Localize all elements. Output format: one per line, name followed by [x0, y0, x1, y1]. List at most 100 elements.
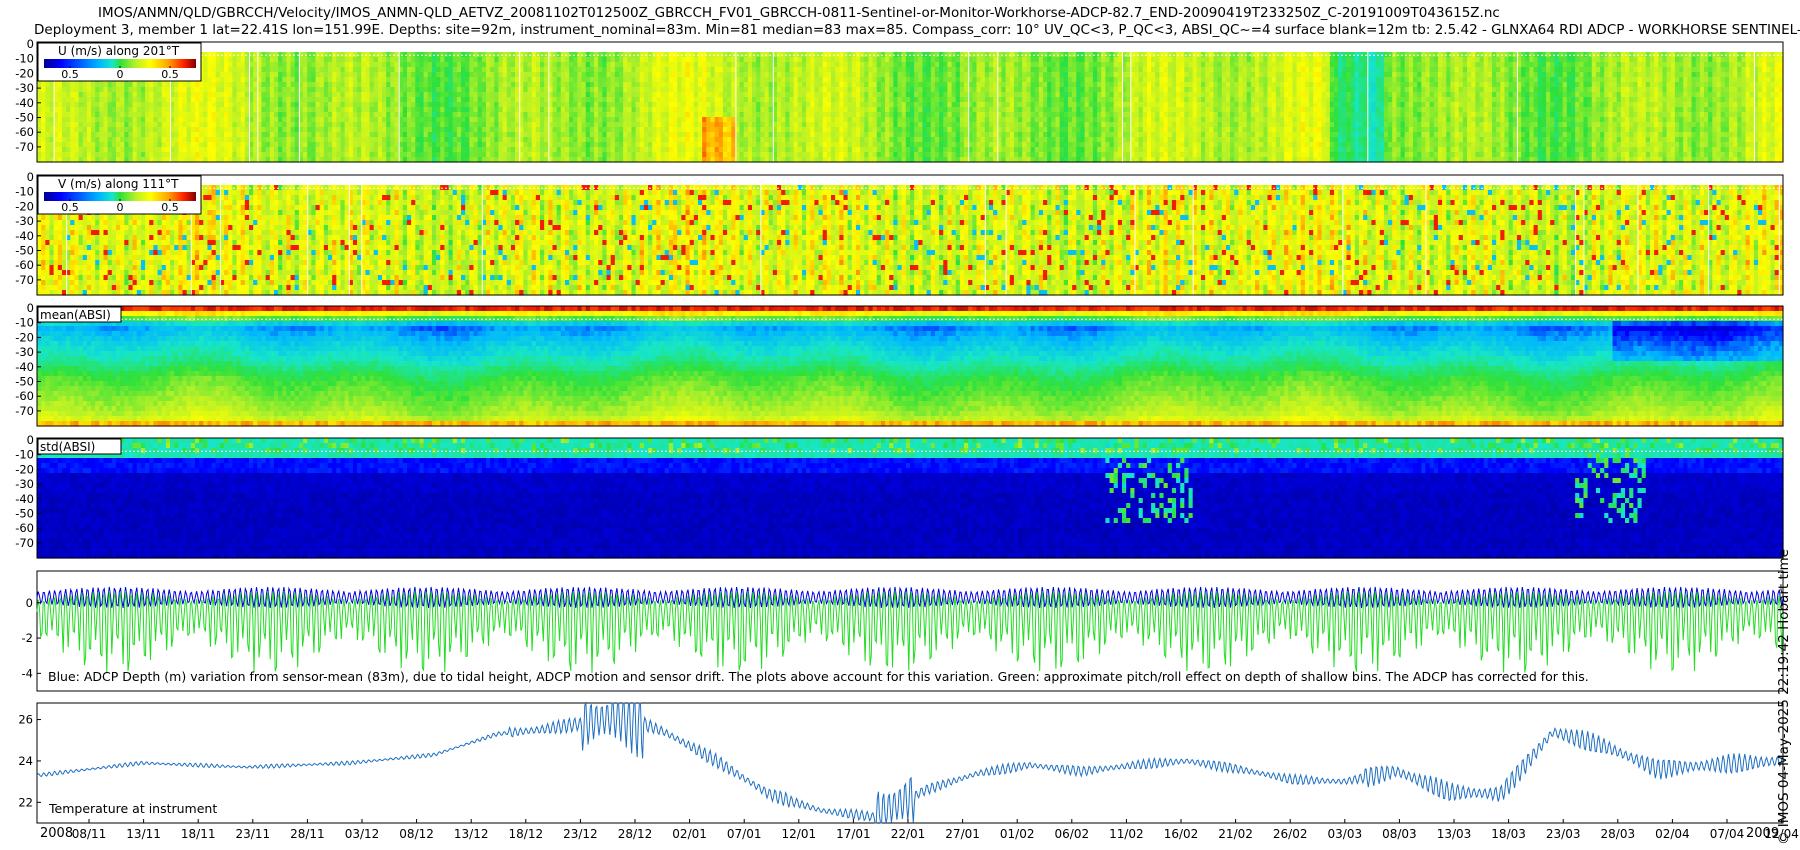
heat-cell: [569, 102, 574, 108]
heat-cell: [715, 147, 720, 153]
heat-cell: [395, 137, 400, 143]
heat-cell: [79, 107, 84, 113]
heat-cell: [769, 107, 774, 113]
heat-cell: [731, 107, 736, 113]
heat-cell: [528, 107, 533, 113]
heat-cell: [640, 112, 645, 118]
heat-cell: [332, 97, 337, 103]
heat-cell: [557, 67, 562, 73]
heat-cell: [365, 147, 370, 153]
heat-cell: [694, 137, 699, 143]
heat-cell: [370, 102, 375, 108]
heat-cell: [611, 152, 616, 158]
heat-cell: [295, 87, 300, 93]
heat-cell: [357, 62, 362, 68]
heat-cell: [540, 122, 545, 128]
heat-cell: [74, 127, 79, 133]
heat-cell: [261, 117, 266, 123]
heat-cell: [357, 72, 362, 78]
heat-cell: [444, 92, 449, 98]
heat-cell: [278, 142, 283, 148]
heat-cell: [415, 112, 420, 118]
heat-cell: [586, 87, 591, 93]
heat-cell: [453, 77, 458, 83]
heat-cell: [95, 82, 100, 88]
heat-cell: [740, 152, 745, 158]
heat-cell: [361, 152, 366, 158]
heat-cell: [619, 122, 624, 128]
heat-cell: [515, 57, 520, 63]
heat-cell: [569, 122, 574, 128]
heat-cell: [498, 97, 503, 103]
heat-cell: [677, 122, 682, 128]
heat-cell: [590, 87, 595, 93]
heat-cell: [744, 67, 749, 73]
heat-cell: [340, 117, 345, 123]
heat-cell: [187, 82, 192, 88]
heat-cell: [374, 122, 379, 128]
heat-cell: [95, 107, 100, 113]
heat-cell: [145, 102, 150, 108]
heat-cell: [498, 67, 503, 73]
heat-cell: [328, 82, 333, 88]
heat-cell: [719, 147, 724, 153]
heat-cell: [640, 142, 645, 148]
heat-cell: [116, 132, 121, 138]
heat-cell: [694, 92, 699, 98]
heat-cell: [45, 112, 50, 118]
heat-cell: [424, 132, 429, 138]
heat-cell: [349, 87, 354, 93]
heat-cell: [540, 67, 545, 73]
heat-cell: [631, 67, 636, 73]
heat-cell: [386, 82, 391, 88]
heat-cell: [498, 142, 503, 148]
heat-cell: [266, 107, 271, 113]
heat-cell: [544, 142, 549, 148]
heat-cell: [465, 127, 470, 133]
heat-cell: [253, 117, 258, 123]
heat-cell: [415, 67, 420, 73]
heat-cell: [120, 92, 125, 98]
heat-cell: [440, 122, 445, 128]
heat-cell: [694, 102, 699, 108]
heat-cell: [66, 122, 71, 128]
heat-cell: [511, 142, 516, 148]
heat-cell: [303, 72, 308, 78]
heat-cell: [336, 82, 341, 88]
heat-cell: [286, 82, 291, 88]
heat-cell: [104, 122, 109, 128]
heat-cell: [183, 97, 188, 103]
heat-cell: [282, 117, 287, 123]
heat-cell: [66, 152, 71, 158]
heat-cell: [361, 72, 366, 78]
heat-cell: [74, 117, 79, 123]
heat-cell: [511, 77, 516, 83]
heat-cell: [731, 152, 736, 158]
heat-cell: [731, 117, 736, 123]
heat-cell: [395, 102, 400, 108]
heat-cell: [690, 62, 695, 68]
heat-cell: [99, 152, 104, 158]
heat-cell: [411, 152, 416, 158]
heat-cell: [237, 62, 242, 68]
heat-cell: [178, 127, 183, 133]
heat-cell: [727, 152, 732, 158]
heat-cell: [611, 82, 616, 88]
heat-cell: [340, 92, 345, 98]
heat-cell: [295, 127, 300, 133]
heat-cell: [598, 62, 603, 68]
heat-cell: [615, 107, 620, 113]
heat-cell: [482, 72, 487, 78]
heat-cell: [390, 87, 395, 93]
heat-cell: [565, 72, 570, 78]
heat-cell: [232, 152, 237, 158]
heat-cell: [748, 97, 753, 103]
heat-cell: [390, 112, 395, 118]
heat-cell: [760, 77, 765, 83]
heat-cell: [769, 97, 774, 103]
heat-cell: [307, 62, 312, 68]
heat-cell: [694, 67, 699, 73]
heat-cell: [253, 112, 258, 118]
heat-cell: [569, 132, 574, 138]
heat-cell: [769, 132, 774, 138]
